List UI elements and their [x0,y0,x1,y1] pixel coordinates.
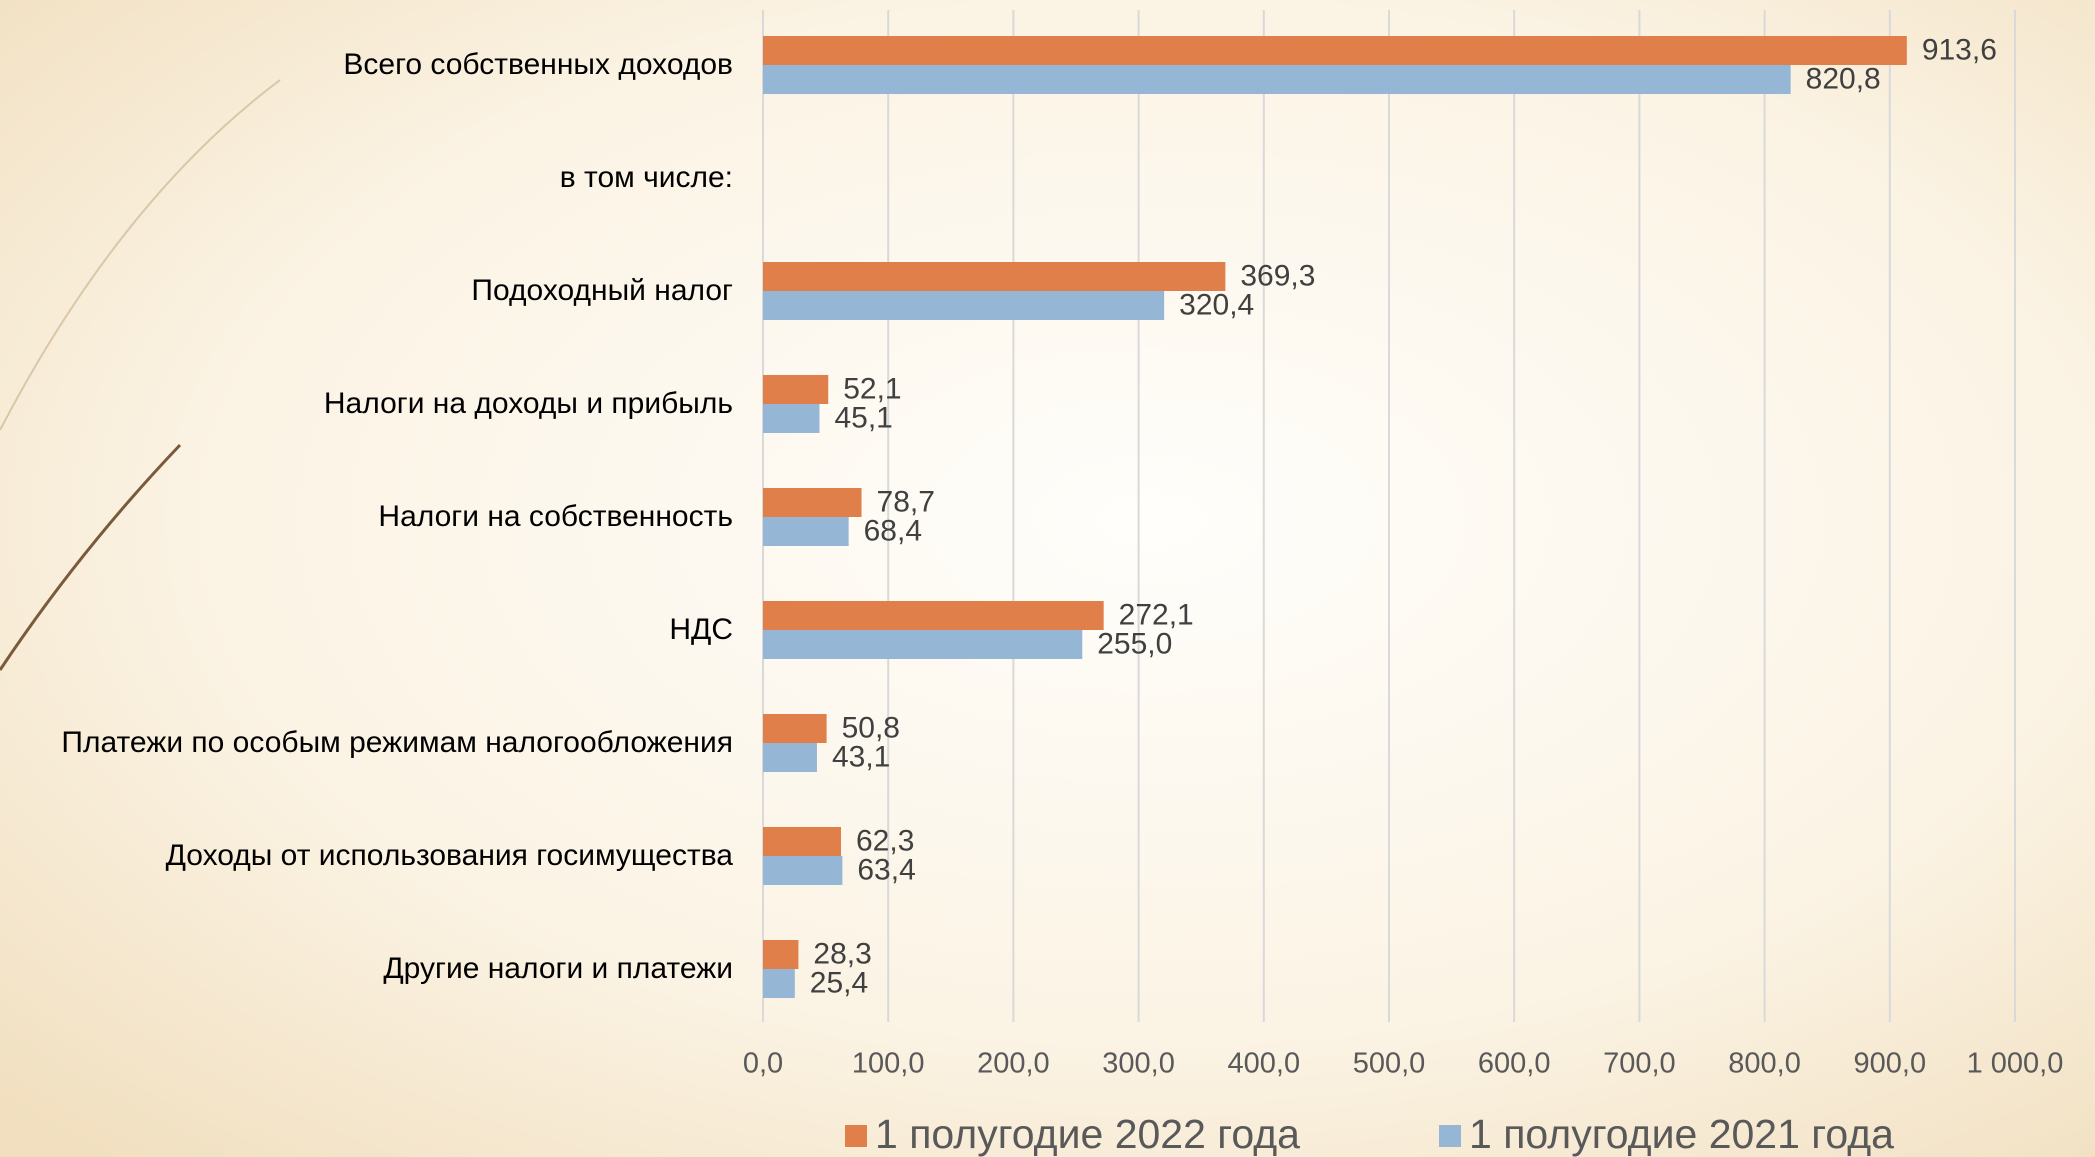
decor-curve [0,79,281,431]
bar [763,36,1907,65]
value-label: 320,4 [1179,288,1254,321]
value-label: 28,3 [813,937,871,970]
bar [763,517,849,546]
y-tick-label: Налоги на собственность [378,500,733,533]
decor-curve [0,443,182,671]
value-label: 255,0 [1097,627,1172,660]
x-tick-label: 900,0 [1854,1048,1927,1080]
value-label: 63,4 [857,853,915,886]
plot-area: 0,0 100,0 200,0 300,0 400,0 500,0 600,0 700,0 80… [61,10,2063,1157]
value-label: 52,1 [843,372,901,405]
x-tick-label: 500,0 [1353,1048,1426,1080]
legend-swatch [1439,1125,1461,1147]
y-tick-label: Всего собственных доходов [343,48,733,81]
bar [763,291,1165,320]
legend-swatch [845,1125,867,1147]
value-label: 369,3 [1240,259,1315,292]
x-tick-label: 400,0 [1228,1048,1301,1080]
value-label: 25,4 [810,966,868,999]
bar [763,827,841,856]
value-label: 820,8 [1806,62,1881,95]
x-tick-label: 200,0 [977,1048,1050,1080]
value-label: 272,1 [1119,598,1194,631]
y-tick-label: в том числе: [560,161,733,194]
value-label: 913,6 [1922,33,1997,66]
value-label: 68,4 [864,514,922,547]
bar [763,969,795,998]
bar [763,714,827,743]
bar [763,65,1791,94]
bar [763,630,1083,659]
x-tick-label: 300,0 [1102,1048,1175,1080]
bar [763,404,820,433]
x-tick-label: 600,0 [1478,1048,1551,1080]
value-label: 62,3 [856,824,914,857]
bar [763,488,862,517]
value-label: 43,1 [832,740,890,773]
y-tick-label: Платежи по особым режимам налогообложени… [61,726,733,759]
value-label: 78,7 [877,485,935,518]
bar [763,940,799,969]
bar [763,375,829,404]
x-tick-label: 800,0 [1728,1048,1801,1080]
y-tick-label: Подоходный налог [471,274,733,307]
y-tick-label: Доходы от использования госимущества [166,839,734,872]
x-tick-label: 1 000,0 [1967,1048,2064,1080]
y-tick-label: НДС [669,613,733,646]
bar [763,262,1226,291]
x-tick-label: 700,0 [1603,1048,1676,1080]
y-tick-label: Другие налоги и платежи [383,952,733,985]
legend-label: 1 полугодие 2022 года [875,1111,1300,1157]
x-tick-label: 0,0 [743,1048,783,1080]
value-label: 50,8 [842,711,900,744]
legend-label: 1 полугодие 2021 года [1469,1111,1894,1157]
bar [763,743,817,772]
bar [763,856,843,885]
bar [763,601,1104,630]
y-tick-label: Налоги на доходы и прибыль [324,387,733,420]
value-label: 45,1 [834,401,892,434]
x-tick-label: 100,0 [852,1048,925,1080]
